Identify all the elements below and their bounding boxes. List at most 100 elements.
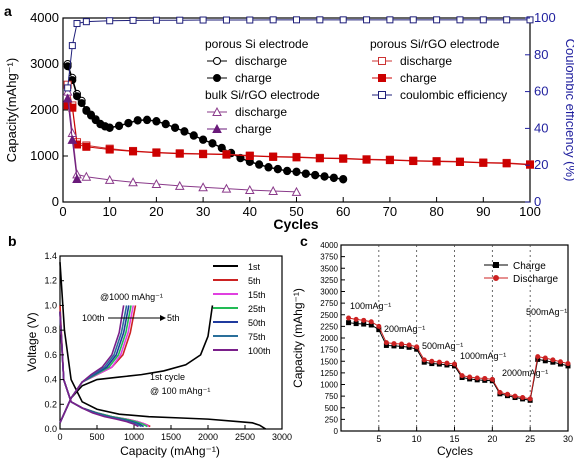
data-point-psi_chg xyxy=(152,117,161,126)
annotation-100th: 100th xyxy=(82,313,105,323)
data-point-Discharge xyxy=(361,317,367,323)
y-tick-label-b: 0.4 xyxy=(44,375,57,385)
y-tick-label-c: 3750 xyxy=(320,253,338,262)
y-tick-label-a: 1000 xyxy=(30,148,59,163)
data-point-bulk_dis xyxy=(174,180,185,190)
y-tick-label-c: 0 xyxy=(334,427,339,436)
data-point-Discharge xyxy=(353,316,359,322)
panel-c-ylabel: Capacity (mAhg⁻¹) xyxy=(291,288,305,388)
curve-charge-75th xyxy=(59,305,128,424)
data-point-ce xyxy=(409,16,417,24)
data-point-psirgo_chg xyxy=(129,147,138,156)
data-point-Charge xyxy=(353,321,359,327)
data-point-psirgo_chg xyxy=(105,145,114,154)
data-point-ce xyxy=(293,16,300,24)
x-tick-label-a: 20 xyxy=(149,204,163,219)
x-tick-label-b: 1000 xyxy=(124,432,144,442)
data-point-psirgo_chg xyxy=(409,157,418,166)
data-point-ce xyxy=(199,16,207,24)
rate-annotation: 1000mAg⁻¹ xyxy=(460,351,506,361)
y-tick-label-c: 750 xyxy=(325,392,339,401)
x-tick-label-a: 100 xyxy=(519,204,541,219)
x-tick-label-b: 1500 xyxy=(161,432,181,442)
y-tick-label-a: 0 xyxy=(52,194,59,209)
panel-b-chart: 0 500 1000 1500 2000 2500 3000 0.0 0.2 0.4 0.6 0.8 1… xyxy=(25,251,292,458)
data-point-Discharge xyxy=(482,375,488,381)
legend-entry-label: discharge xyxy=(235,54,287,68)
data-point-psi_chg xyxy=(115,122,124,131)
y-tick-label-c: 500 xyxy=(325,404,339,413)
annotation-5th: 5th xyxy=(167,313,180,323)
data-point-bulk_chg xyxy=(67,134,78,144)
data-point-psi_chg xyxy=(171,123,180,132)
data-point-psi_chg xyxy=(329,174,338,183)
x-tick-label-b: 3000 xyxy=(272,432,292,442)
data-point-psi_chg xyxy=(143,116,152,125)
curve-charge-15th xyxy=(59,305,135,424)
x-tick-label-a: 0 xyxy=(59,204,66,219)
x-tick-label-a: 50 xyxy=(289,204,303,219)
x-tick-label-a: 70 xyxy=(383,204,397,219)
data-point-psi_chg xyxy=(255,160,264,169)
y-tick-label-a: 4000 xyxy=(30,10,59,25)
y-tick-label-b: 0.0 xyxy=(44,424,57,434)
data-point-Discharge xyxy=(399,341,405,347)
data-point-Discharge xyxy=(459,373,465,379)
data-point-bulk_dis xyxy=(198,182,208,192)
x-tick-label-a: 90 xyxy=(476,204,490,219)
legend-marker xyxy=(213,74,221,82)
data-point-psi_chg xyxy=(87,111,96,120)
data-point-Discharge xyxy=(474,375,480,381)
y-tick-label-c: 3250 xyxy=(320,276,338,285)
data-point-Discharge xyxy=(512,393,518,399)
y-tick-label-c: 2000 xyxy=(320,334,338,343)
data-point-psi_chg xyxy=(301,169,310,178)
legend-label-b: 50th xyxy=(248,318,266,328)
data-point-psi_chg xyxy=(339,175,348,184)
data-point-psirgo_chg xyxy=(385,156,394,165)
y-tick-label-c: 250 xyxy=(325,415,339,424)
data-point-psirgo_chg xyxy=(199,150,208,159)
x-tick-label-a: 80 xyxy=(429,204,443,219)
data-point-Discharge xyxy=(527,396,533,402)
data-point-psi_chg xyxy=(133,116,142,125)
data-point-Discharge xyxy=(535,354,541,360)
data-point-psirgo_chg xyxy=(339,154,348,163)
data-point-psirgo_chg xyxy=(479,158,488,167)
panel-b-xlabel: Capacity (mAhg⁻¹) xyxy=(120,444,220,458)
data-point-Discharge xyxy=(383,340,389,346)
data-point-bulk_dis xyxy=(81,171,92,181)
x-tick-label-a: 30 xyxy=(196,204,210,219)
data-point-psi_chg xyxy=(77,99,86,108)
legend-label-c: Discharge xyxy=(513,274,558,285)
curve-charge-50th xyxy=(59,305,130,424)
panel-c-frame xyxy=(340,244,569,432)
data-point-Discharge xyxy=(557,359,563,365)
panel-c-legend: Charge Discharge xyxy=(484,261,558,285)
data-point-Discharge xyxy=(436,359,442,365)
data-point-bulk_chg xyxy=(62,93,73,103)
data-point-bulk_dis xyxy=(104,174,115,184)
data-point-Discharge xyxy=(504,391,510,397)
panel-label-b: b xyxy=(8,233,17,249)
data-point-ce xyxy=(106,17,114,25)
y-tick-label-a: 3000 xyxy=(30,56,59,71)
legend-label-b: 1st xyxy=(248,262,261,272)
legend-header: porous Si electrode xyxy=(205,37,309,51)
data-point-psi_chg xyxy=(311,171,320,180)
data-point-psi_chg xyxy=(180,127,189,136)
data-point-ce xyxy=(64,84,72,92)
data-point-ce xyxy=(363,16,371,24)
y2-tick-label-a: 40 xyxy=(534,120,548,135)
x-tick-label-c: 5 xyxy=(376,434,381,444)
annotation-rate-1000: @1000 mAhg⁻¹ xyxy=(100,292,163,302)
panel-b-legend: 1st 5th 15th 25th 50th 75th 100th xyxy=(213,262,271,356)
legend-entry-label: discharge xyxy=(235,105,287,119)
legend-label-b: 75th xyxy=(248,332,266,342)
annotation-1st-cycle: 1st cycle xyxy=(150,372,185,382)
data-point-ce xyxy=(386,16,394,24)
rate-annotation: 500mAg⁻¹ xyxy=(526,307,567,317)
series-line-psi_chg xyxy=(67,66,344,180)
y2-tick-label-a: 100 xyxy=(534,10,556,25)
